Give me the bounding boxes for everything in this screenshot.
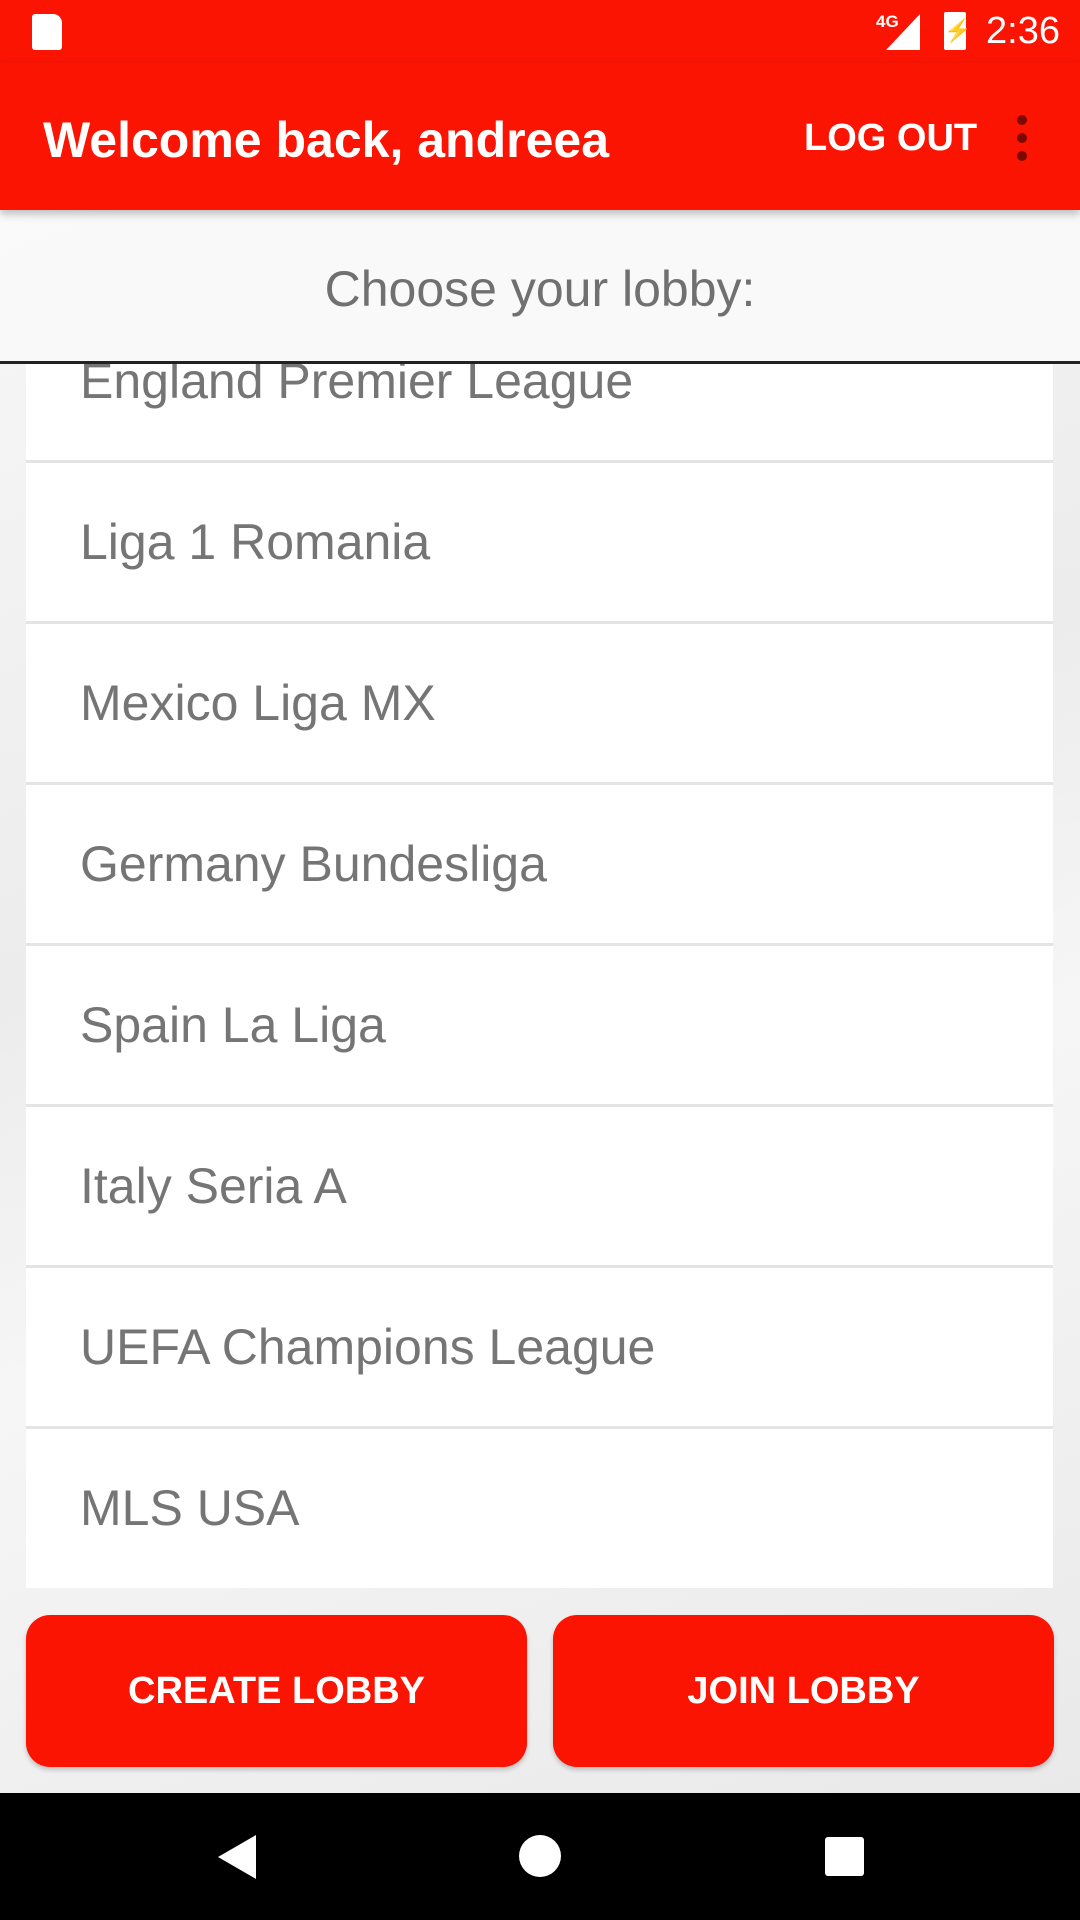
recents-icon[interactable] xyxy=(825,1837,864,1876)
clock: 2:36 xyxy=(986,10,1060,52)
app-toolbar: Welcome back, andreea LOG OUT xyxy=(0,63,1080,210)
home-icon[interactable] xyxy=(519,1835,561,1877)
list-item[interactable]: Mexico Liga MX xyxy=(26,624,1053,785)
status-bar: 4G ⚡ 2:36 xyxy=(0,0,1080,63)
list-item[interactable]: UEFA Champions League xyxy=(26,1268,1053,1429)
lobby-list[interactable]: England Premier League Liga 1 Romania Me… xyxy=(26,364,1053,1588)
list-item[interactable]: England Premier League xyxy=(26,364,1053,463)
list-item[interactable]: MLS USA xyxy=(80,1480,300,1536)
join-lobby-button[interactable]: JOIN LOBBY xyxy=(553,1615,1054,1767)
signal-icon xyxy=(886,14,920,50)
list-item[interactable]: Liga 1 Romania xyxy=(26,463,1053,624)
battery-charging-icon: ⚡ xyxy=(944,12,971,50)
create-lobby-button[interactable]: CREATE LOBBY xyxy=(26,1615,527,1767)
page-title: Welcome back, andreea xyxy=(43,112,610,168)
lobby-header: Choose your lobby: xyxy=(0,210,1080,364)
list-item[interactable]: Spain La Liga xyxy=(26,946,1053,1107)
navigation-bar xyxy=(0,1793,1080,1920)
sd-card-icon xyxy=(32,14,62,50)
logout-button[interactable]: LOG OUT xyxy=(804,117,978,159)
list-item[interactable]: Italy Seria A xyxy=(26,1107,1053,1268)
back-icon[interactable] xyxy=(218,1835,256,1879)
list-item[interactable]: Germany Bundesliga xyxy=(26,785,1053,946)
more-vert-icon[interactable] xyxy=(1012,115,1032,161)
